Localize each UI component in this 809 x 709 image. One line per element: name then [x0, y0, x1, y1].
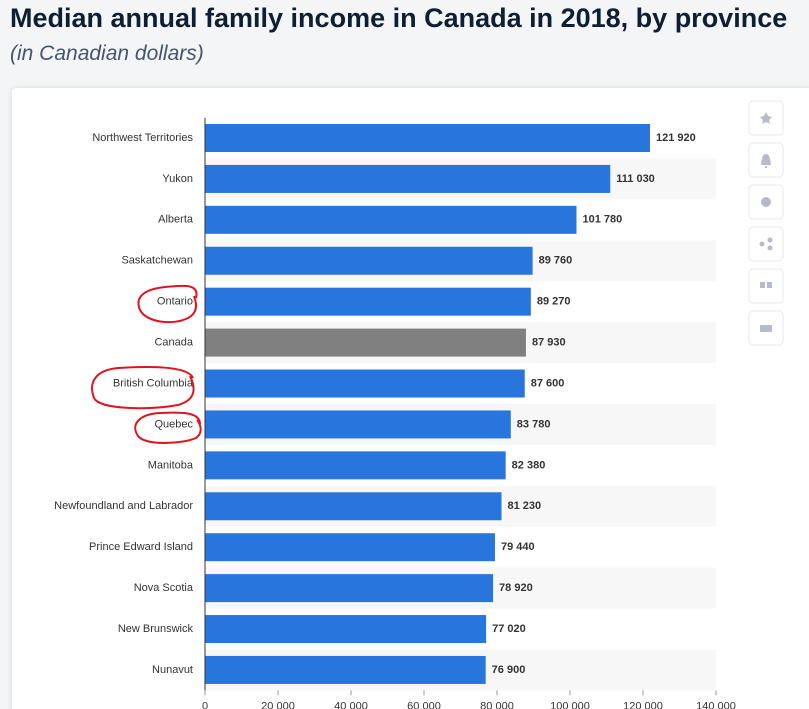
data-label: 87 930: [532, 337, 566, 349]
data-label: 76 900: [492, 664, 526, 676]
data-label: 121 920: [656, 132, 696, 144]
bar: [205, 287, 531, 316]
data-label: 82 380: [512, 459, 546, 471]
x-tick-label: 80 000: [480, 700, 514, 709]
annotation-circle: [91, 366, 195, 410]
annotation-circle: [134, 411, 202, 444]
data-label: 77 020: [492, 623, 526, 635]
bar: [205, 164, 611, 193]
quote-icon: [760, 282, 765, 288]
share-icon: [759, 241, 765, 247]
y-tick-label: Ontario: [157, 296, 193, 308]
y-tick-label: Saskatchewan: [121, 255, 193, 267]
bar: [205, 655, 486, 684]
y-tick-label: Newfoundland and Labrador: [54, 500, 193, 512]
bar: [205, 124, 651, 152]
x-tick-label: 0: [202, 700, 208, 709]
y-tick-label: Northwest Territories: [92, 132, 193, 144]
x-tick-label: 140 000: [696, 700, 736, 709]
plot: Northwest Territories 121 920 Yukon 111 030…: [54, 118, 736, 709]
data-label: 111 030: [616, 173, 655, 185]
chart-title: Median annual family income in Canada in…: [10, 3, 788, 33]
y-tick-label: Nova Scotia: [134, 582, 194, 594]
x-tick-label: 60 000: [407, 700, 441, 709]
y-tick-label: Yukon: [162, 173, 193, 185]
data-label: 101 780: [582, 214, 622, 226]
y-tick-label: New Brunswick: [118, 623, 194, 635]
data-label: 78 920: [499, 582, 533, 594]
data-label: 89 760: [539, 255, 573, 267]
gear-icon: [761, 197, 771, 207]
bar: [205, 328, 526, 357]
data-label: 81 230: [507, 500, 541, 512]
bar: [205, 615, 487, 644]
bar: [205, 205, 577, 234]
y-tick-label: Quebec: [154, 418, 193, 430]
bar: [205, 246, 533, 275]
bell-icon: [761, 154, 771, 168]
x-tick-label: 20 000: [261, 700, 295, 709]
data-label: 89 270: [537, 296, 571, 308]
chart-subtitle: (in Canadian dollars): [10, 42, 204, 65]
y-tick-label: Manitoba: [148, 459, 194, 471]
x-tick-label: 100 000: [550, 700, 590, 709]
toolbar: [748, 100, 784, 346]
y-tick-label: British Columbia: [113, 377, 194, 389]
y-tick-label: Nunavut: [152, 664, 193, 676]
x-tick-label: 120 000: [623, 700, 663, 709]
quote-icon: [767, 282, 772, 288]
cite-button[interactable]: [748, 268, 784, 304]
data-label: 87 600: [531, 377, 565, 389]
annotation-circle: [137, 284, 198, 324]
y-tick-label: Canada: [154, 337, 193, 349]
x-tick-label: 40 000: [334, 700, 368, 709]
print-icon: [760, 325, 772, 332]
share-icon: [767, 237, 773, 243]
y-tick-label: Prince Edward Island: [89, 541, 193, 553]
star-icon: [760, 112, 772, 124]
bar: [205, 369, 525, 398]
y-tick-label: Alberta: [158, 214, 194, 226]
data-label: 79 440: [501, 541, 535, 553]
data-label: 83 780: [517, 418, 551, 430]
bar: [205, 451, 506, 480]
share-icon: [767, 245, 773, 251]
bar: [205, 533, 495, 562]
bar: [205, 492, 502, 521]
bar: [205, 410, 511, 439]
bar: [205, 574, 494, 603]
share-button[interactable]: [748, 226, 784, 262]
annotations: [91, 284, 202, 444]
toolbar-icons: [759, 112, 773, 332]
